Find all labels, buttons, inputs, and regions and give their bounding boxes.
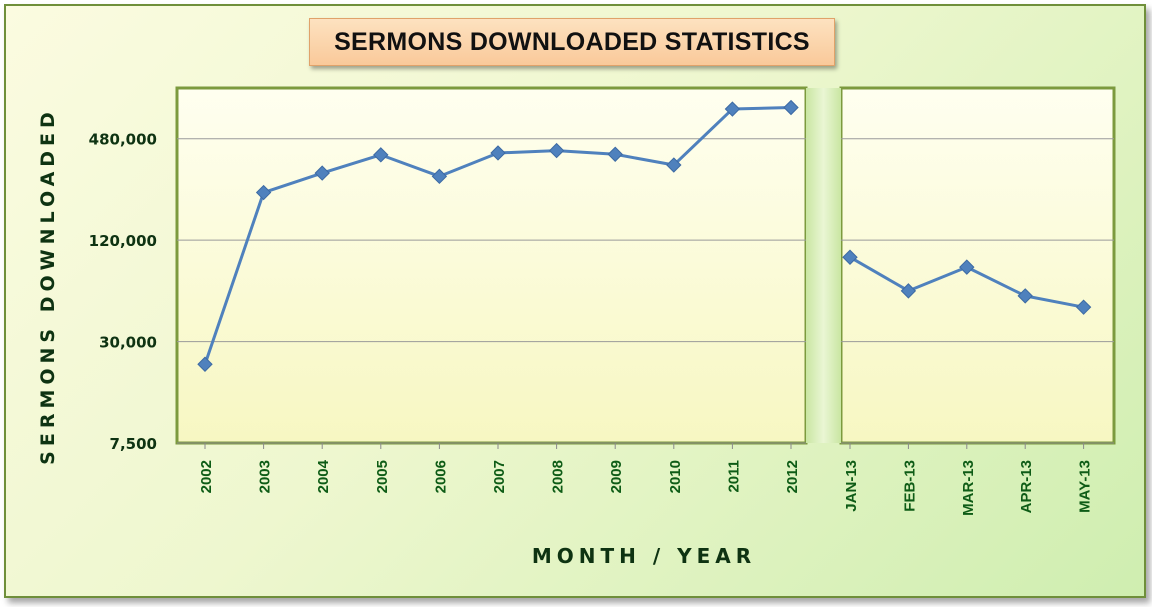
x-tick-label: 2005 [374,460,391,493]
x-tick-label: 2003 [257,460,274,493]
data-point [373,147,389,163]
data-point [1017,288,1033,304]
x-tick-label: 2012 [784,460,801,493]
data-point [197,356,213,372]
data-point [548,142,565,159]
x-tick-label: 2004 [315,459,332,493]
chart-title: SERMONS DOWNLOADED STATISTICS [334,27,810,56]
x-tick-label: FEB-13 [901,460,918,512]
x-tick-label: 2002 [198,460,215,493]
y-tick-label: 120,000 [89,232,157,250]
data-point [666,157,682,173]
plot-area-panel-1 [175,86,808,445]
data-point [1075,299,1092,315]
data-point [842,249,858,265]
x-tick-label: 2008 [550,460,567,493]
x-tick-label: 2009 [608,460,625,493]
data-point [490,145,506,161]
data-point [959,259,975,275]
x-tick-label: APR-13 [1018,460,1035,513]
plot-area-panel-2 [839,86,1116,445]
data-point [724,101,741,117]
data-point [783,99,799,116]
x-tick-label: MAR-13 [960,460,977,516]
x-tick-label: MAY-13 [1077,460,1094,513]
panel-gap [806,88,841,443]
data-point [314,165,330,181]
x-tick-label: 2007 [491,460,508,493]
chart-title-box: SERMONS DOWNLOADED STATISTICS [309,18,835,66]
x-tick-label: 2010 [667,460,684,493]
y-tick-label: 7,500 [110,435,157,453]
y-tick-label: 480,000 [89,131,157,149]
data-point [431,168,448,185]
y-tick-label: 30,000 [99,334,157,352]
data-point [607,146,623,162]
x-tick-label: JAN-13 [843,460,860,512]
x-tick-label: 2006 [432,460,449,493]
x-axis-label: MONTH / YEAR [531,544,757,568]
data-point [255,184,272,201]
x-tick-label: 2011 [725,460,742,493]
data-point [900,283,917,299]
